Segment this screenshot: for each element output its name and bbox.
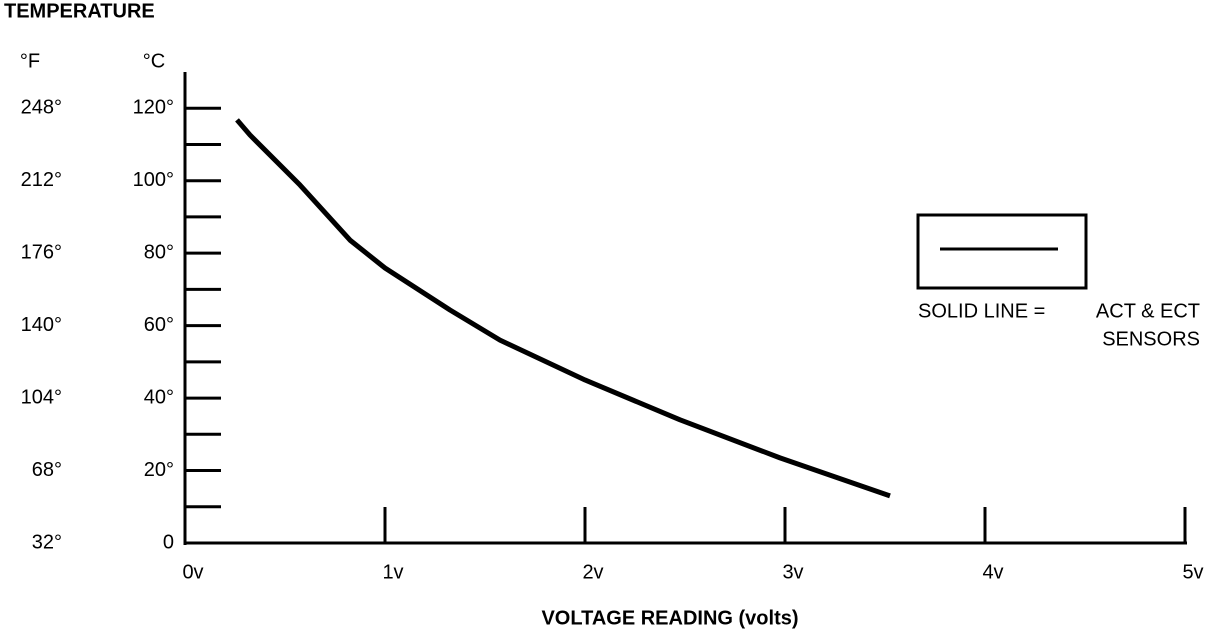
x-tick-label: 3v [782, 561, 803, 583]
y-tick-label: 40° [144, 386, 174, 408]
chart-title: TEMPERATURE [4, 0, 155, 22]
x-tick-label: 5v [1182, 561, 1203, 583]
x-tick-label: 1v [382, 561, 403, 583]
legend-box [916, 213, 1088, 290]
y-tick-label: 100° [133, 169, 174, 191]
legend-text: SOLID LINE = [918, 300, 1045, 322]
y-tick-label: 120° [133, 97, 174, 119]
legend-text: ACT & ECT [1096, 300, 1200, 322]
x-axis-label: VOLTAGE READING (volts) [541, 607, 798, 629]
y2-tick-label: 176° [21, 241, 62, 263]
y-unit: °C [143, 50, 165, 72]
y2-tick-label: 212° [21, 169, 62, 191]
legend-text: SENSORS [1102, 328, 1200, 350]
y2-tick-label: 32° [32, 531, 62, 553]
y-tick-label: 60° [144, 314, 174, 336]
y-tick-label: 80° [144, 241, 174, 263]
y2-tick-label: 68° [32, 459, 62, 481]
y2-tick-label: 140° [21, 314, 62, 336]
y2-unit: °F [20, 50, 40, 72]
y2-tick-label: 248° [21, 97, 62, 119]
y-tick-label: 0 [163, 531, 174, 553]
y-tick-label: 20° [144, 459, 174, 481]
x-tick-label: 0v [182, 561, 203, 583]
y2-tick-label: 104° [21, 386, 62, 408]
data-line [235, 118, 891, 499]
x-tick-label: 2v [582, 561, 603, 583]
x-tick-label: 4v [982, 561, 1003, 583]
